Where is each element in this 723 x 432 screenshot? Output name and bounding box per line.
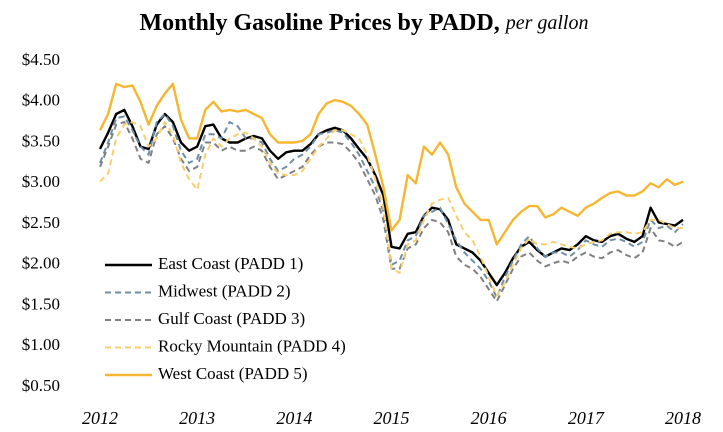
- chart-title: Monthly Gasoline Prices by PADD,: [140, 10, 500, 36]
- legend-label: Midwest (PADD 2): [158, 281, 291, 300]
- chart-subtitle: per gallon: [504, 12, 589, 34]
- y-tick-label: $1.00: [22, 335, 60, 354]
- legend-bg: [156, 309, 308, 331]
- series-line: [99, 121, 683, 297]
- legend-label: East Coast (PADD 1): [158, 254, 303, 273]
- y-tick-label: $4.00: [22, 91, 60, 110]
- y-tick-label: $3.00: [22, 172, 60, 191]
- legend-bg: [156, 364, 310, 386]
- series-line: [98, 108, 684, 287]
- chart-title-group: Monthly Gasoline Prices by PADD, per gall…: [140, 10, 589, 36]
- series-line: [99, 113, 684, 299]
- x-tick-label: 2015: [374, 408, 410, 428]
- y-tick-label: $1.50: [22, 294, 60, 313]
- legend-label: West Coast (PADD 5): [158, 364, 308, 383]
- y-tick-label: $3.50: [22, 131, 60, 150]
- x-tick-label: 2018: [665, 408, 701, 428]
- legend-label: Gulf Coast (PADD 3): [158, 309, 305, 328]
- y-tick-label: $0.50: [22, 376, 60, 395]
- series-line: [98, 82, 684, 246]
- legend-bg: [156, 336, 348, 359]
- x-tick-label: 2016: [471, 408, 507, 428]
- x-tick-label: 2012: [82, 408, 118, 428]
- legend-bg: [156, 254, 306, 276]
- legend-label: Rocky Mountain (PADD 4): [158, 336, 346, 355]
- x-tick-label: 2014: [276, 408, 312, 428]
- legend-bg: [156, 281, 293, 304]
- x-tick-label: 2017: [568, 408, 605, 428]
- y-tick-label: $2.00: [22, 254, 60, 273]
- y-tick-label: $4.50: [22, 50, 60, 69]
- x-tick-label: 2013: [179, 408, 215, 428]
- y-tick-label: $2.50: [22, 213, 60, 232]
